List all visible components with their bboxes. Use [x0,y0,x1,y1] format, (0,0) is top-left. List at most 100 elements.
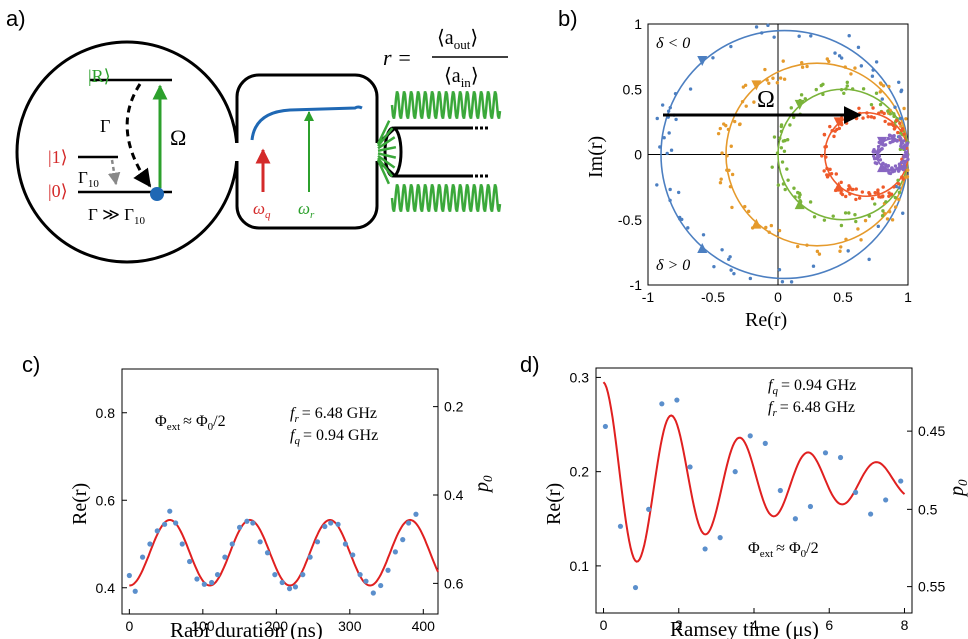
b-data-point [792,186,796,190]
b-data-point [901,177,905,181]
d-data-point [898,478,904,484]
b-data-point [887,191,891,195]
b-data-point [674,117,678,122]
b-data-point [800,65,805,69]
b-data-point [844,237,848,241]
b-data-point [668,187,672,192]
b-data-point [668,198,672,203]
b-data-point [725,154,729,158]
b-data-point [673,91,678,96]
d-data-point [883,497,889,503]
b-data-point [837,126,842,131]
b-data-point [899,88,904,92]
output-wave-top [390,90,502,120]
b-data-point [854,197,858,202]
b-data-point [883,119,887,124]
b-data-point [825,166,829,171]
rabi-fit-curve [129,518,439,587]
b-data-point [720,151,724,155]
c-data-point [328,520,334,526]
panel-b-xlabel: Re(r) [745,309,787,331]
c-y2tick-label: 0.6 [444,575,464,591]
b-data-point [898,116,903,121]
b-data-point [880,147,884,151]
b-data-point [789,106,793,110]
b-data-point [829,171,834,176]
b-data-point [870,74,875,78]
panel-label-c: c) [22,352,40,377]
b-data-point [892,185,896,189]
b-data-point [764,225,768,230]
c-xtick-label: 100 [191,618,215,634]
c-data-point [264,550,271,556]
b-data-point [812,215,817,219]
b-data-point [798,200,803,204]
b-data-point [868,192,872,197]
b-data-point [844,121,849,125]
b-data-point [788,123,792,127]
b-data-point [905,175,910,179]
b-data-point [856,45,861,50]
panel-d-plot: 0 2 4 6 8 0.1 0.2 0.3 0.45 0.5 0.55 fq = 0.94 GHz f… [543,367,968,639]
b-data-point [805,64,809,69]
b-data-point [861,116,865,120]
b-data-point [667,131,671,135]
panel-c-xlabel: Rabi duration (ns) [170,618,323,639]
b-data-point [880,214,885,218]
b-data-point [885,217,890,221]
b-data-point [777,268,782,272]
b-data-point [821,92,825,97]
b-data-point [873,202,877,206]
b-data-point [800,61,804,65]
b-data-point [668,105,672,110]
gamma10-label: Γ10 [78,168,99,190]
b-direction-arrow [794,99,805,110]
d-data-point [777,487,783,494]
panel-c-frame [121,368,439,615]
b-data-point [906,157,910,162]
b-data-point [878,90,882,94]
d-data-point [602,423,609,430]
b-data-point [820,154,824,158]
d-data-point [852,489,859,495]
c-ytick-label: 0.8 [96,405,116,421]
b-data-point [838,249,842,253]
b-data-point [828,124,832,129]
b-data-point [875,161,879,166]
c-ytick-label: 0.6 [96,492,116,508]
b-data-point [833,129,837,133]
b-data-point [730,172,735,177]
b-data-point [879,137,884,142]
b-data-point [791,115,796,120]
b-data-point [877,149,882,153]
b-data-point [834,188,838,193]
b-data-point [828,167,832,172]
b-data-point [772,35,776,39]
c-data-point [236,524,243,530]
d-y2tick-label: 0.45 [918,423,945,439]
b-data-point [830,129,834,133]
c-data-point [154,528,160,534]
b-direction-arrow [751,218,762,229]
d-data-point [632,584,639,591]
c-data-point [378,582,384,589]
b-data-point [837,54,842,58]
b-data-point [837,187,841,191]
b-data-point [893,164,898,168]
b-data-point [722,122,726,126]
r-denominator: ⟨ain⟩ [444,65,479,90]
spectrum-curve [250,105,363,141]
level-R-label: |R⟩ [88,66,111,86]
b-data-point [766,23,770,28]
b-data-point [743,204,747,209]
b-data-point [839,191,843,195]
b-data-point [798,98,802,103]
c-data-point [257,539,263,545]
b-data-point [793,195,797,199]
rabi-flux-annotation: Φext ≈ Φ0/2 [155,413,226,433]
b-data-point [678,217,682,221]
schematic-panel: |R⟩ |1⟩ |0⟩ Ω Γ Γ10 Γ ≫ Γ10 ωq ωr r = ⟨a… [15,27,508,264]
b-data-point [832,134,836,139]
omega-q-label: ωq [253,199,271,221]
b-data-point [740,99,745,104]
